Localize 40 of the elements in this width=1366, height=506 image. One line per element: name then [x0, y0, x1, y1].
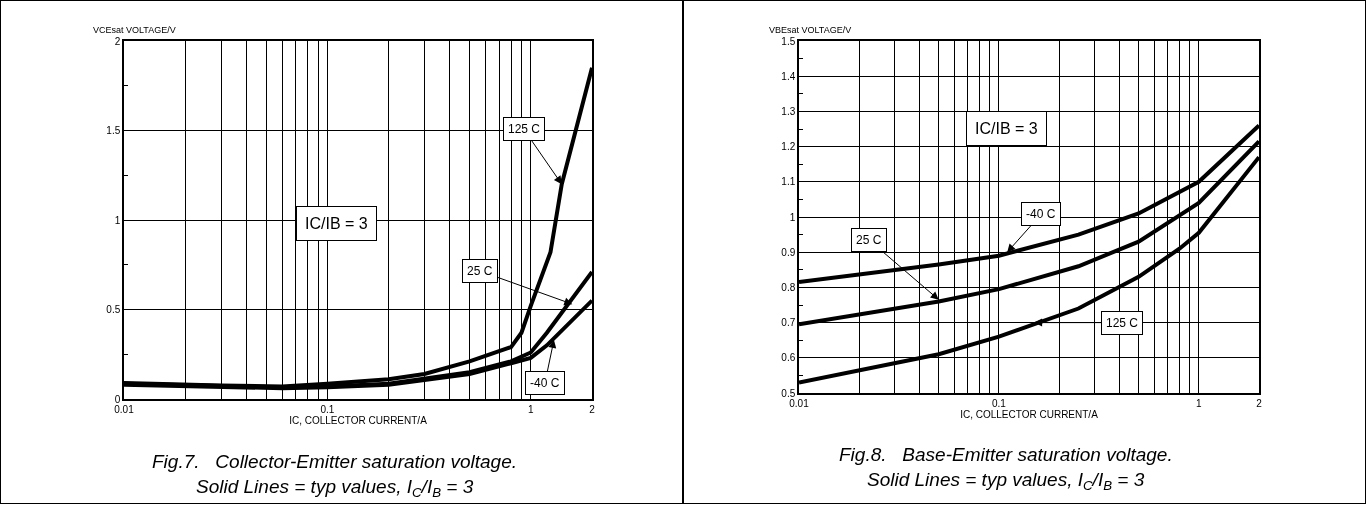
text: Solid Lines = typ values, I$_{C}$/I$_{B}$ = 3: [867, 469, 1145, 493]
y-axis-title: VBEsat VOLTAGE/V: [769, 25, 852, 35]
x-tick-label: 0.01: [114, 403, 135, 415]
x-tick-label: 0.1: [991, 397, 1007, 409]
y-tick-label: 0.8: [781, 281, 796, 293]
text: Fig.7. Collector-Emitter saturation voltage.: [152, 451, 518, 472]
annotation: 125 C: [508, 122, 541, 136]
annotation: 25 C: [856, 233, 882, 247]
x-tick-label: 0.01: [789, 397, 810, 409]
annotation: -40 C: [1026, 207, 1056, 221]
annotation: IC/IB = 3: [305, 215, 368, 232]
y-tick-label: 0.7: [781, 317, 796, 329]
y-tick-label: 1.2: [781, 141, 796, 153]
x-axis-title: IC, COLLECTOR CURRENT/A: [289, 414, 428, 426]
y-tick-label: 0.6: [781, 352, 796, 364]
x-tick-label: 0.1: [320, 403, 335, 415]
y-tick-label: 0: [114, 393, 121, 405]
y-tick-label: 1: [114, 214, 121, 226]
x-tick-label: 2: [1256, 397, 1263, 409]
y-tick-label: 1.5: [106, 125, 121, 136]
y-tick-label: 1.1: [781, 176, 796, 188]
x-tick-label: 1: [1196, 397, 1203, 409]
annotation: 25 C: [467, 264, 493, 278]
y-tick-label: 2: [114, 35, 121, 47]
y-tick-label: 0.5: [106, 304, 121, 315]
x-axis-title: IC, COLLECTOR CURRENT/A: [960, 408, 1099, 420]
y-tick-label: 0.9: [781, 246, 796, 258]
y-tick-label: 1.4: [781, 70, 796, 82]
y-tick-label: 0.5: [781, 387, 796, 399]
x-tick-label: 2: [589, 403, 596, 415]
annotation: 125 C: [1106, 316, 1139, 330]
x-tick-label: 1: [527, 403, 534, 415]
y-tick-label: 1.5: [781, 35, 796, 47]
annotation: IC/IB = 3: [975, 120, 1038, 137]
annotation: -40 C: [530, 376, 560, 390]
text: Solid Lines = typ values, I$_{C}$/I$_{B}$ = 3: [196, 476, 474, 500]
y-tick-label: 1.3: [781, 105, 796, 117]
y-axis-title: VCEsat VOLTAGE/V: [93, 25, 176, 35]
y-tick-label: 1: [789, 211, 796, 223]
text: Fig.8. Base-Emitter saturation voltage.: [839, 444, 1173, 465]
